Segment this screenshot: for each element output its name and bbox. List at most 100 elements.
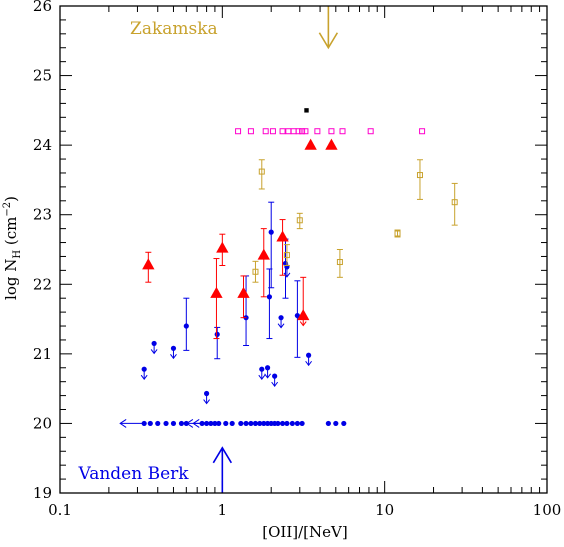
data-point <box>302 128 309 135</box>
series-2 <box>252 159 458 283</box>
data-point <box>214 331 220 337</box>
x-axis: 0.1 1 10 100 <box>48 6 561 519</box>
data-point <box>216 420 222 427</box>
limit-arrowhead <box>203 399 211 405</box>
data-point <box>266 294 273 300</box>
limit-arrowhead <box>283 272 291 278</box>
x-tick-label: 1 <box>218 501 228 519</box>
data-point <box>235 128 242 135</box>
limit-arrowhead <box>150 349 158 355</box>
x-tick-label: 0.1 <box>48 501 72 519</box>
data-point <box>416 172 423 179</box>
series-4 <box>304 108 309 113</box>
data-point <box>296 217 303 224</box>
data-point <box>294 420 300 427</box>
annotation-arrowhead <box>212 446 233 464</box>
data-point <box>183 420 189 427</box>
data-point <box>268 229 274 235</box>
y-tick-label: 22 <box>33 275 52 293</box>
data-point <box>262 128 269 135</box>
y-axis: 19 20 21 22 23 24 25 26 <box>33 0 547 502</box>
left-limit-arrowhead <box>119 419 127 428</box>
data-point <box>247 128 254 135</box>
data-point <box>339 128 346 135</box>
data-point <box>278 315 284 321</box>
limit-arrowhead <box>140 374 148 380</box>
data-point <box>367 128 374 135</box>
data-point <box>294 312 300 319</box>
data-point <box>279 420 286 427</box>
y-tick-label: 19 <box>33 484 52 502</box>
limit-arrowhead <box>305 360 313 367</box>
data-point <box>237 286 250 298</box>
x-tick-label: 100 <box>533 501 562 519</box>
data-point <box>259 366 265 372</box>
data-point <box>419 128 426 135</box>
plot-area <box>119 108 458 428</box>
data-point <box>289 420 295 427</box>
limit-arrowhead <box>264 373 271 379</box>
data-point <box>275 420 281 427</box>
left-limit-arrowhead <box>192 419 200 428</box>
data-point <box>141 366 147 372</box>
data-point <box>216 241 229 253</box>
data-point <box>394 230 401 237</box>
data-point <box>279 128 286 135</box>
data-point <box>163 420 169 427</box>
data-point <box>325 138 338 150</box>
data-point <box>210 286 223 298</box>
y-axis-title-main: log N <box>2 259 20 300</box>
data-point <box>283 252 290 259</box>
data-point <box>252 420 259 427</box>
data-point <box>212 420 218 427</box>
y-tick-label: 26 <box>33 0 52 15</box>
annotation-arrowhead <box>318 32 339 50</box>
data-point <box>204 420 210 427</box>
limit-arrowhead <box>271 381 279 387</box>
series-1 <box>142 138 338 340</box>
annotation-label: Vanden Berk <box>77 464 189 484</box>
data-point <box>261 420 267 427</box>
y-axis-title: log NH (cm−2) <box>2 196 23 300</box>
data-point <box>451 199 458 206</box>
y-axis-title-sub: H <box>12 250 23 259</box>
data-point <box>170 345 177 351</box>
data-point <box>257 248 270 260</box>
annotations: Zakamska Vanden Berk <box>77 6 339 493</box>
y-tick-label: 23 <box>33 206 52 224</box>
y-tick-label: 24 <box>33 136 52 154</box>
data-point <box>336 259 343 266</box>
data-point <box>243 420 249 427</box>
data-point <box>141 420 147 427</box>
data-point <box>151 340 157 347</box>
data-point <box>297 309 310 321</box>
series-3 <box>235 128 426 135</box>
data-point <box>299 420 305 427</box>
data-point <box>290 128 297 135</box>
limit-arrowhead <box>170 353 177 360</box>
y-tick-label: 25 <box>33 67 52 85</box>
data-point <box>306 352 312 358</box>
data-point <box>314 128 321 135</box>
data-point <box>170 420 177 427</box>
data-point <box>223 420 229 427</box>
data-point <box>199 420 205 427</box>
x-tick-label: 10 <box>375 501 394 519</box>
data-point <box>248 420 254 427</box>
data-point <box>269 128 276 135</box>
data-point <box>142 258 155 270</box>
y-axis-title-close: ) <box>2 196 20 202</box>
data-point <box>285 128 292 135</box>
y-tick-label: 21 <box>33 345 52 363</box>
data-point <box>264 420 271 427</box>
data-point <box>229 420 235 427</box>
series-0 <box>119 201 347 428</box>
y-axis-title-unit: (cm <box>2 217 20 245</box>
data-point <box>257 420 263 427</box>
data-point <box>204 390 210 397</box>
y-axis-title-exp: −2 <box>2 202 13 217</box>
data-point <box>183 323 189 329</box>
data-point <box>155 420 161 427</box>
data-point <box>304 138 317 150</box>
